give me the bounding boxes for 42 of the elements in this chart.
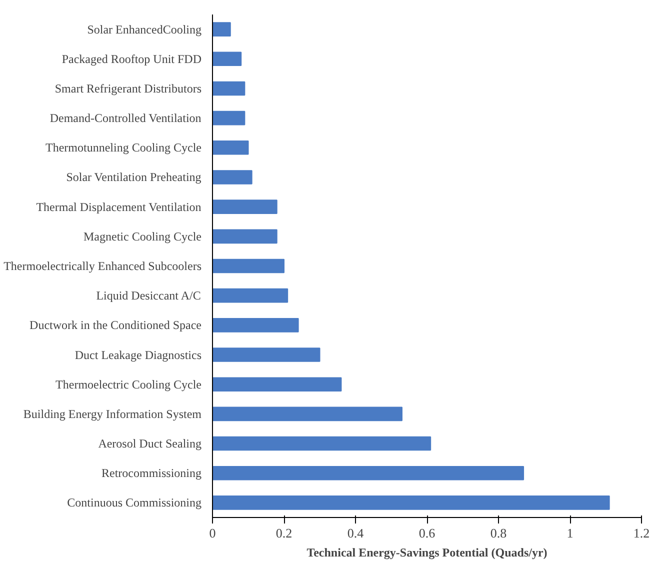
y-tick-label: Packaged Rooftop Unit FDD xyxy=(62,52,202,66)
y-tick-label: Smart Refrigerant Distributors xyxy=(54,81,202,96)
y-tick-label: Solar Ventilation Preheating xyxy=(66,170,202,184)
y-tick-label: Thermotunneling Cooling Cycle xyxy=(46,140,202,155)
y-tick-label: Duct Leakage Diagnostics xyxy=(74,348,202,362)
x-tick-label: 0 xyxy=(209,526,216,540)
y-tick-label: Thermoelectric Cooling Cycle xyxy=(56,377,202,392)
bar xyxy=(212,229,278,244)
bar xyxy=(212,377,342,392)
bar xyxy=(212,406,402,422)
x-tick-label: 0.8 xyxy=(490,526,507,540)
bar xyxy=(212,170,252,184)
x-tick-label: 0.6 xyxy=(418,526,436,540)
bar xyxy=(212,200,278,214)
bar xyxy=(212,288,288,303)
bar xyxy=(212,140,249,155)
x-axis-title: Technical Energy-Savings Potential (Quads/yr) xyxy=(306,546,548,560)
y-tick-label: Liquid Desiccant A/C xyxy=(96,288,201,303)
y-tick-label: Solar EnhancedCooling xyxy=(87,22,202,36)
bar xyxy=(212,22,231,36)
y-tick-label: Magnetic Cooling Cycle xyxy=(84,229,202,244)
y-tick-label: Thermal Displacement Ventilation xyxy=(36,200,202,214)
y-tick-label: Continuous Commissioning xyxy=(67,496,202,510)
x-tick-label: 1.2 xyxy=(633,526,650,540)
bar xyxy=(212,496,610,510)
y-tick-label: Ductwork in the Conditioned Space xyxy=(30,318,202,332)
bar xyxy=(212,466,524,480)
y-tick-label: Demand-Controlled Ventilation xyxy=(50,111,202,126)
y-tick-label: Aerosol Duct Sealing xyxy=(98,436,202,451)
y-tick-label: Thermoelectrically Enhanced Subcoolers xyxy=(4,259,202,273)
x-tick-label: 1 xyxy=(566,526,574,540)
bar xyxy=(212,318,299,332)
bar xyxy=(212,110,246,126)
y-tick-label: Retrocommissioning xyxy=(102,466,202,480)
bar xyxy=(212,348,320,362)
x-tick-label: 0.4 xyxy=(347,526,364,540)
x-tick-label: 0.2 xyxy=(276,526,292,540)
y-tick-label: Building Energy Information System xyxy=(23,406,202,421)
bar xyxy=(212,258,284,274)
bar xyxy=(212,52,242,66)
bar xyxy=(212,436,432,451)
bar xyxy=(212,81,246,96)
